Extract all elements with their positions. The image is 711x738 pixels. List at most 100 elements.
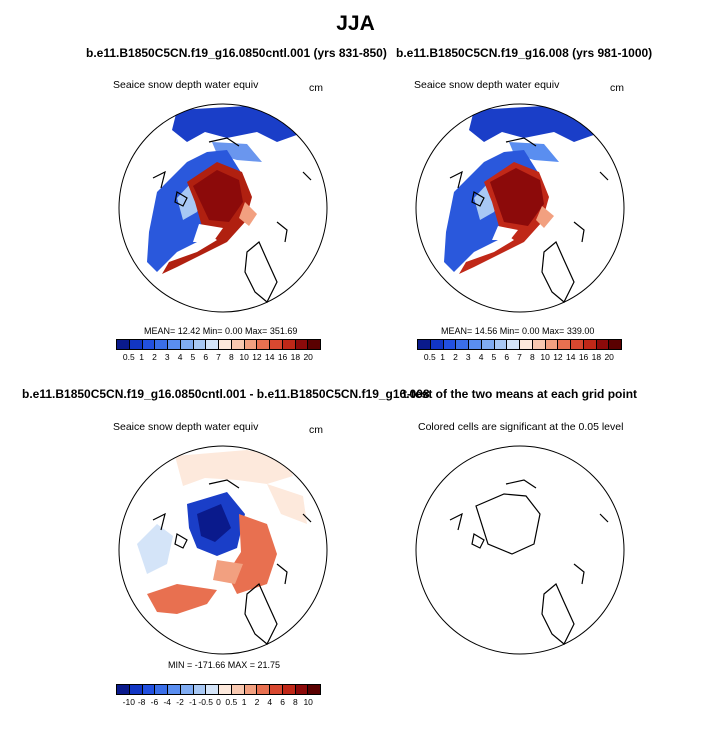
panel-1-title: b.e11.B1850C5CN.f19_g16.0850cntl.001 (yr… (86, 46, 387, 60)
colorbar-1-swatch (155, 340, 168, 349)
colorbar-1-tick-label: 2 (152, 352, 157, 362)
colorbar-1-tick-label: 6 (203, 352, 209, 362)
panel-4-polar-map (415, 445, 625, 655)
colorbar-3-swatch (193, 685, 207, 694)
colorbar-2-swatch (596, 340, 610, 349)
colorbar-3-tick-label: -8 (137, 697, 146, 707)
colorbar-1-swatch (244, 340, 258, 349)
colorbar-3-swatch (129, 685, 143, 694)
colorbar-2-swatch (469, 340, 482, 349)
colorbar-1-swatch (282, 340, 296, 349)
colorbar-2-tick-label: 5 (491, 352, 497, 362)
colorbar-1-swatch (180, 340, 194, 349)
colorbar-3-swatch (219, 685, 232, 694)
colorbar-3-tick-label: -10 (122, 697, 135, 707)
colorbar-1-tick-label: 18 (290, 352, 301, 362)
colorbar-3-swatch (244, 685, 258, 694)
colorbar-3-swatch (295, 685, 309, 694)
colorbar-1-tick-label: 20 (303, 352, 313, 362)
panel-3-units: cm (309, 424, 323, 436)
panel-2-colorbar: 0.5 1 2 3 4 5 6 7 8 10 12 14 16 18 20 (417, 339, 622, 362)
colorbar-3-swatch (117, 685, 130, 694)
colorbar-2-swatch (609, 340, 621, 349)
colorbar-3-swatch (282, 685, 296, 694)
colorbar-2-tick-label: 20 (604, 352, 614, 362)
colorbar-1-swatch (117, 340, 130, 349)
colorbar-2-tick-label: 0.5 (423, 352, 436, 362)
colorbar-2-swatch (545, 340, 559, 349)
colorbar-1-tick-label: 12 (252, 352, 262, 362)
colorbar-2-swatch (443, 340, 457, 349)
panel-3-variable-label: Seaice snow depth water equiv (113, 421, 259, 433)
colorbar-2-tick-label: 3 (465, 352, 471, 362)
colorbar-2-swatch (494, 340, 508, 349)
colorbar-3-tick-label: -4 (163, 697, 172, 707)
colorbar-3-tick-label: -1 (189, 697, 197, 707)
colorbar-1-swatch (193, 340, 207, 349)
colorbar-3-tick-label: -6 (150, 697, 159, 707)
colorbar-1-swatch (206, 340, 219, 349)
colorbar-2-tick-label: 16 (578, 352, 589, 362)
colorbar-3-tick-label: 0 (216, 697, 221, 707)
colorbar-2-tick-label: 10 (540, 352, 550, 362)
colorbar-2-swatch (430, 340, 444, 349)
colorbar-2-swatch (571, 340, 584, 349)
colorbar-1-tick-label: 10 (239, 352, 249, 362)
panel-1-stats: MEAN= 12.42 Min= 0.00 Max= 351.69 (144, 326, 298, 336)
colorbar-3-swatch (231, 685, 245, 694)
colorbar-3-tick-label: 4 (267, 697, 273, 707)
colorbar-1-tick-label: 3 (164, 352, 170, 362)
colorbar-1-tick-label: 0.5 (122, 352, 135, 362)
panel-3-stats: MIN = -171.66 MAX = 21.75 (168, 660, 281, 670)
colorbar-3-swatch (270, 685, 283, 694)
colorbar-1-swatch (231, 340, 245, 349)
colorbar-2-swatch (481, 340, 495, 349)
colorbar-2-swatch (520, 340, 533, 349)
colorbar-2-tick-label: 14 (566, 352, 576, 362)
colorbar-1-tick-label: 1 (139, 352, 144, 362)
panel-1-polar-map (118, 103, 328, 313)
colorbar-2-swatch (507, 340, 520, 349)
figure-title: JJA (336, 12, 375, 35)
colorbar-3-tick-label: 10 (303, 697, 313, 707)
panel-2-stats: MEAN= 14.56 Min= 0.00 Max= 339.00 (441, 326, 595, 336)
colorbar-2-tick-label: 7 (517, 352, 522, 362)
colorbar-1-tick-label: 4 (177, 352, 183, 362)
colorbar-3-tick-label: 6 (280, 697, 285, 707)
panel-1-colorbar: 0.5 1 2 3 4 5 6 7 8 10 12 14 16 18 20 (116, 339, 321, 362)
panel-2-title: b.e11.B1850C5CN.f19_g16.008 (yrs 981-100… (396, 46, 653, 60)
colorbar-1-tick-label: 8 (228, 352, 234, 362)
colorbar-3-swatch (180, 685, 194, 694)
colorbar-1-tick-label: 14 (265, 352, 275, 362)
colorbar-3-swatch (155, 685, 168, 694)
panel-4-variable-label: Colored cells are significant at the 0.0… (418, 421, 624, 433)
colorbar-1-swatch (142, 340, 156, 349)
colorbar-2-swatch (583, 340, 597, 349)
colorbar-1-tick-label: 7 (216, 352, 221, 362)
panel-2-units: cm (610, 82, 624, 94)
colorbar-3-tick-label: 8 (293, 697, 298, 707)
colorbar-3-tick-label: 2 (254, 697, 260, 707)
panel-2-variable-label: Seaice snow depth water equiv (414, 79, 560, 91)
colorbar-1-tick-label: 5 (190, 352, 196, 362)
colorbar-1-swatch (219, 340, 232, 349)
colorbar-2-swatch (532, 340, 546, 349)
colorbar-3-tick-label: -2 (176, 697, 184, 707)
colorbar-2-tick-label: 4 (478, 352, 484, 362)
colorbar-3-tick-label: 0.5 (225, 697, 238, 707)
panel-3-polar-map (118, 445, 328, 655)
panel-1-units: cm (309, 82, 323, 94)
colorbar-2-tick-label: 12 (553, 352, 563, 362)
colorbar-2-tick-label: 6 (504, 352, 510, 362)
panel-3-title: b.e11.B1850C5CN.f19_g16.0850cntl.001 - b… (22, 387, 430, 401)
colorbar-1-swatch (257, 340, 270, 349)
colorbar-1-swatch (270, 340, 283, 349)
colorbar-2-tick-label: 8 (529, 352, 535, 362)
colorbar-2-tick-label: 2 (453, 352, 458, 362)
colorbar-3-swatch (142, 685, 156, 694)
colorbar-1-swatch (308, 340, 320, 349)
colorbar-2-tick-label: 1 (440, 352, 445, 362)
colorbar-3-tick-label: -0.5 (198, 697, 214, 707)
colorbar-3-swatch (308, 685, 320, 694)
colorbar-2-swatch (456, 340, 469, 349)
